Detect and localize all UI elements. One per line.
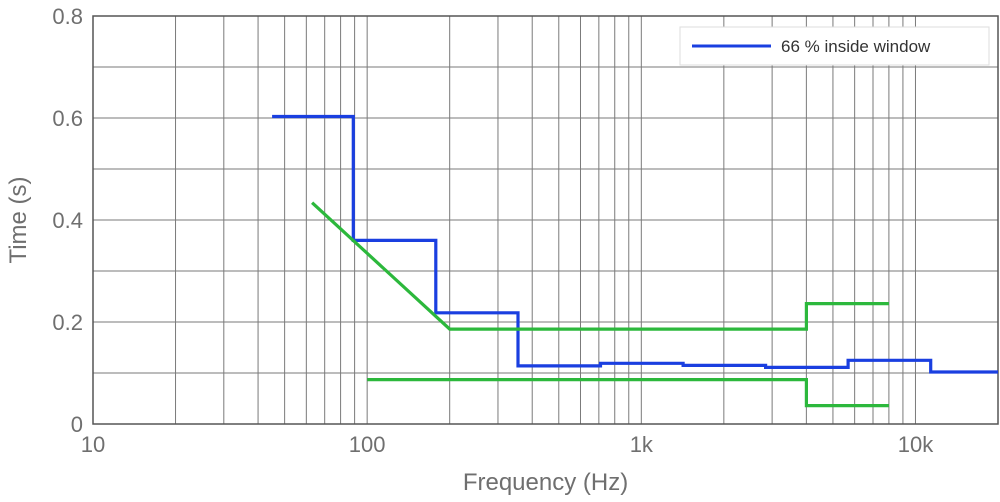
x-tick-label: 1k: [630, 432, 654, 457]
y-tick-label: 0.8: [52, 4, 83, 29]
y-tick-label: 0.2: [52, 310, 83, 335]
series-line-3: [367, 378, 889, 408]
series-line-1: [272, 114, 998, 374]
series-line-2: [311, 201, 889, 331]
y-tick-label: 0: [71, 412, 83, 437]
legend-label-66-inside-window: 66 % inside window: [781, 37, 931, 56]
y-tick-labels: 0 0.2 0.4 0.6 0.8: [52, 4, 83, 437]
legend: 66 % inside window: [679, 26, 990, 66]
x-tick-label: 100: [349, 432, 386, 457]
x-axis-label: Frequency (Hz): [463, 469, 628, 496]
x-tick-labels: 10 100 1k 10k: [81, 432, 934, 457]
x-tick-label: 10: [81, 432, 105, 457]
series-layer: [272, 114, 998, 408]
y-tick-label: 0.4: [52, 208, 83, 233]
y-gridlines: [93, 66, 998, 374]
y-tick-label: 0.6: [52, 106, 83, 131]
x-tick-label: 10k: [898, 432, 934, 457]
plot-frame: [92, 15, 999, 425]
y-axis-label: Time (s): [5, 176, 32, 263]
